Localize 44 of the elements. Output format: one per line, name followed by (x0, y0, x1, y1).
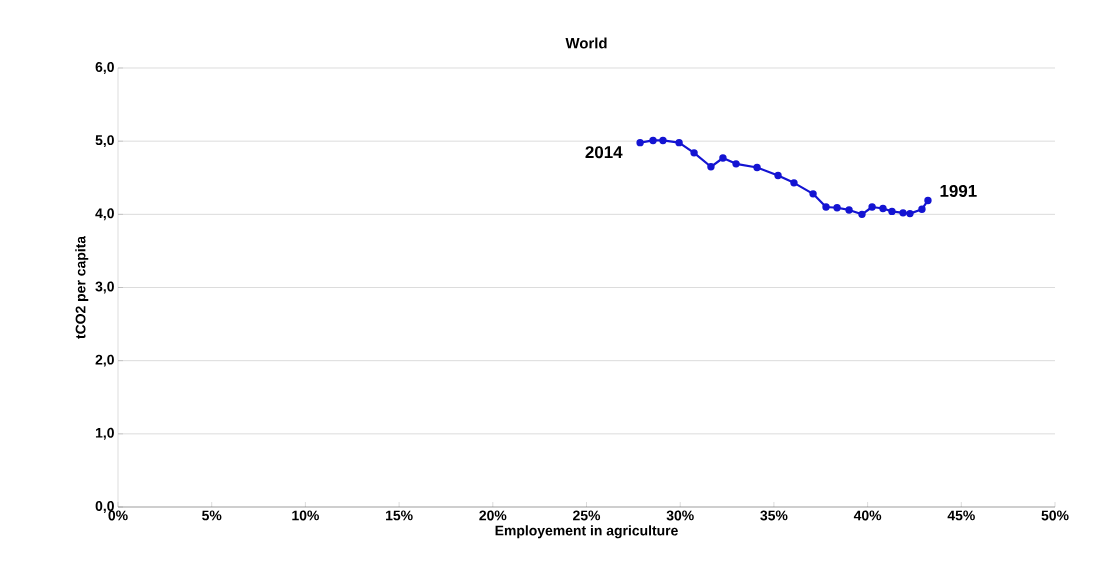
point (774, 171, 782, 180)
x-tick-label: 5% (202, 510, 222, 521)
point (899, 209, 907, 217)
annotation: 2014 (585, 146, 623, 159)
point (790, 179, 798, 187)
point (636, 138, 644, 147)
y-tick-label: 2,0 (95, 354, 114, 367)
chart-title: World (565, 37, 607, 49)
point (833, 204, 841, 212)
point (707, 163, 715, 171)
point (845, 206, 853, 214)
x-tick-label: 10% (292, 510, 319, 521)
x-tick-label: 20% (479, 510, 507, 521)
point (690, 149, 698, 157)
x-axis-title: Employement in agriculture (495, 525, 678, 539)
x-tick-label: 40% (853, 510, 882, 521)
y-tick-label: 4,0 (95, 208, 114, 221)
y-tick-label: 5,0 (95, 135, 114, 148)
point (753, 163, 761, 172)
x-tick-label: 50% (1041, 510, 1069, 521)
x-tick-label: 35% (760, 510, 788, 521)
x-tick-label: 30% (666, 510, 694, 521)
point (879, 204, 887, 213)
point (924, 196, 932, 205)
point (732, 160, 740, 168)
point (675, 138, 683, 147)
point (918, 205, 926, 213)
point (822, 203, 830, 211)
x-tick-label: 25% (573, 510, 601, 521)
x-tick-label: 45% (947, 510, 975, 521)
point (809, 190, 817, 198)
annotation: 1991 (940, 184, 977, 197)
y-tick-label: 6,0 (95, 62, 114, 74)
point (906, 209, 914, 218)
point (858, 210, 866, 219)
point (659, 136, 667, 145)
point (649, 136, 657, 145)
point (888, 207, 896, 216)
y-tick-label: 1,0 (95, 427, 114, 440)
y-axis-title: tCO2 per capita (75, 235, 89, 339)
point (868, 203, 876, 211)
x-tick-label: 15% (386, 510, 413, 521)
point (719, 154, 727, 162)
y-tick-label: 3,0 (95, 281, 114, 294)
